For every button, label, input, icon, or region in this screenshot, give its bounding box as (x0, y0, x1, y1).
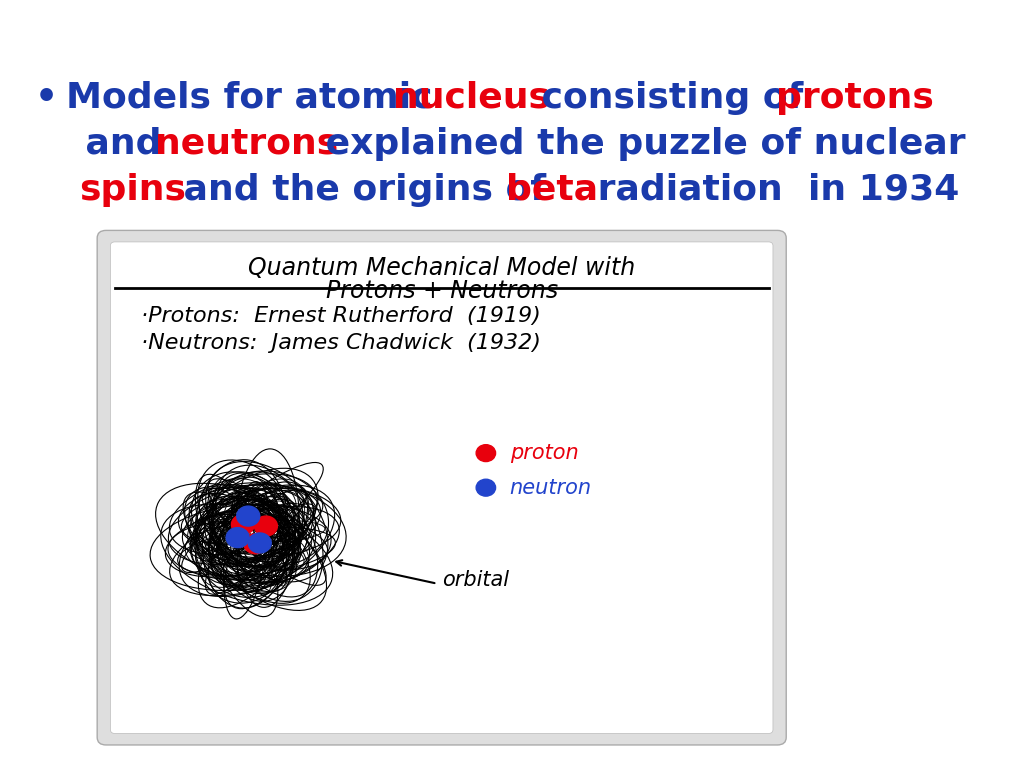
Text: Protons + Neutrons: Protons + Neutrons (326, 279, 558, 303)
Circle shape (237, 506, 260, 526)
Text: and: and (36, 127, 174, 161)
Circle shape (231, 515, 254, 535)
Text: Models for atomic: Models for atomic (67, 81, 445, 114)
Circle shape (476, 445, 496, 462)
Text: ·Protons:  Ernest Rutherford  (1919): ·Protons: Ernest Rutherford (1919) (141, 306, 541, 326)
Text: Quantum Mechanical Model with: Quantum Mechanical Model with (248, 256, 635, 280)
Circle shape (226, 528, 249, 548)
Text: explained the puzzle of nuclear: explained the puzzle of nuclear (313, 127, 966, 161)
Circle shape (244, 534, 267, 554)
Circle shape (254, 516, 278, 536)
Text: and the origins of: and the origins of (171, 173, 559, 207)
FancyBboxPatch shape (97, 230, 786, 745)
Text: radiation  in 1934: radiation in 1934 (585, 173, 959, 207)
Text: proton: proton (510, 443, 579, 463)
Text: nucleus: nucleus (393, 81, 550, 114)
Text: protons: protons (776, 81, 934, 114)
Circle shape (248, 533, 271, 553)
Text: neutron: neutron (510, 478, 592, 498)
Text: ·Neutrons:  James Chadwick  (1932): ·Neutrons: James Chadwick (1932) (141, 333, 542, 353)
Text: spins: spins (79, 173, 186, 207)
FancyBboxPatch shape (111, 242, 773, 733)
Circle shape (476, 479, 496, 496)
Text: neutrons: neutrons (156, 127, 339, 161)
Text: beta: beta (506, 173, 598, 207)
Text: orbital: orbital (441, 570, 509, 590)
Text: consisting of: consisting of (528, 81, 816, 114)
Text: •: • (36, 81, 71, 114)
